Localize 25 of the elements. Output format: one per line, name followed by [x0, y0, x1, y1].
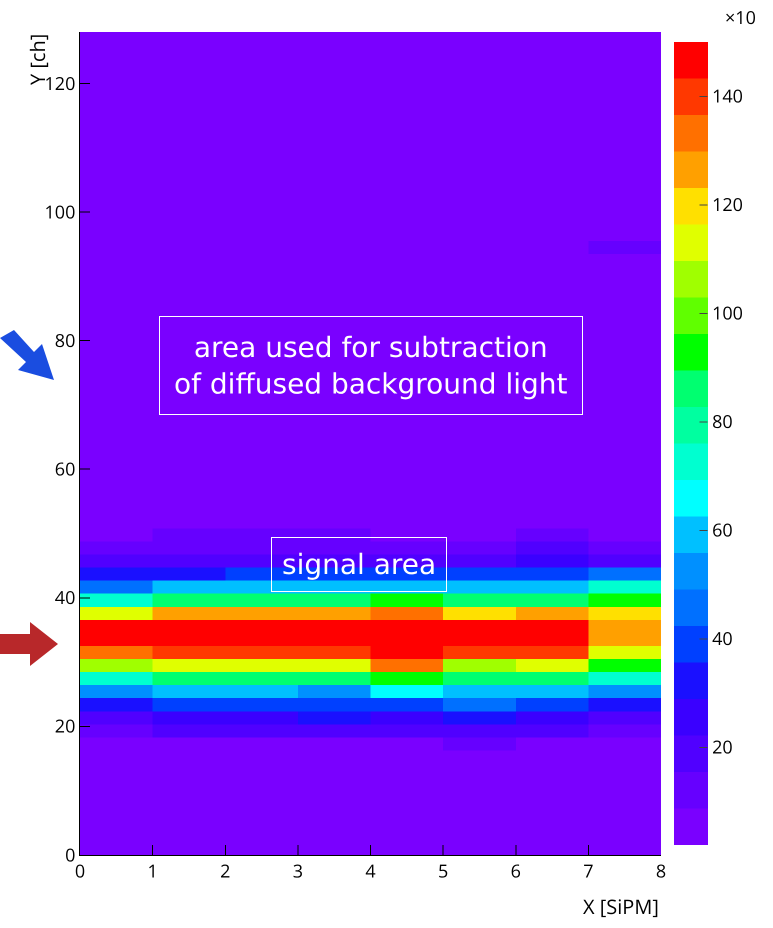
x-tick-label: 1 — [147, 860, 158, 884]
y-tick-label: 60 — [54, 458, 76, 482]
x-tick-label: 4 — [365, 860, 376, 884]
color-bar-label: 40 — [712, 627, 733, 652]
y-tick-label: 80 — [54, 328, 76, 353]
y-tick-label: 0 — [65, 843, 76, 868]
color-bar-title: ×10 — [725, 6, 756, 30]
color-bar-label: 80 — [712, 410, 733, 434]
color-bar-label: 20 — [712, 736, 733, 760]
x-tick-label: 5 — [438, 860, 448, 884]
y-tick-label: 40 — [54, 586, 76, 610]
y-tick-label: 100 — [44, 200, 76, 224]
y-tick-label: 20 — [54, 714, 76, 739]
color-bar-label: 100 — [712, 302, 743, 326]
x-tick-label: 8 — [656, 860, 666, 884]
x-tick-label: 7 — [583, 860, 594, 884]
x-tick-label: 3 — [292, 860, 304, 884]
x-tick-label: 2 — [220, 860, 230, 884]
annotation: signal area — [282, 548, 436, 581]
color-bar-label: 60 — [712, 518, 733, 543]
color-bar-label: 140 — [712, 84, 743, 109]
annotation: area used for subtraction of diffused background light — [174, 331, 568, 400]
x-tick-label: 6 — [510, 860, 521, 884]
color-bar-label: 120 — [712, 193, 743, 218]
x-axis-title: X [SiPM] — [583, 893, 659, 920]
